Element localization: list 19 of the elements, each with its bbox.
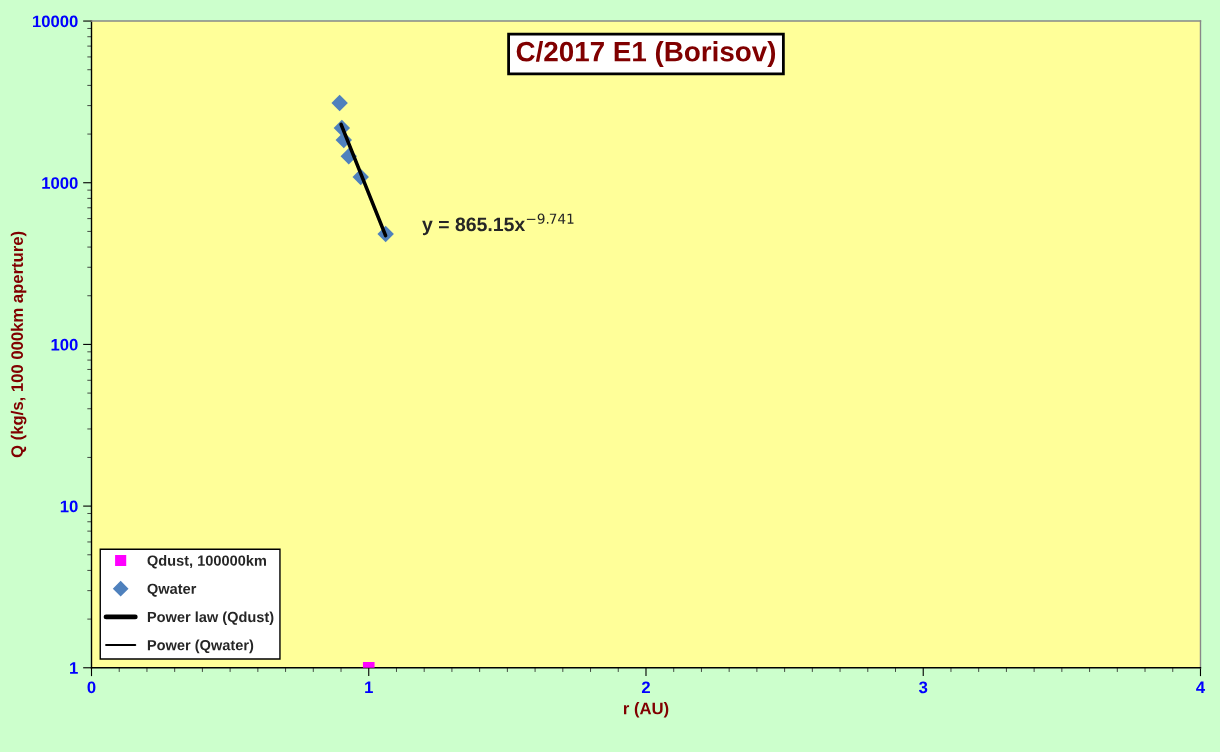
y-tick-label: 10000 bbox=[33, 15, 78, 28]
y-tick-label: 10 bbox=[60, 500, 78, 513]
legend-label: Power (Qwater) bbox=[147, 639, 254, 654]
legend-label: Qdust, 100000km bbox=[147, 555, 266, 569]
y-axis-title: Q (kg/s, 100 000km aperture) bbox=[10, 231, 27, 458]
y-tick-label: 1 bbox=[70, 662, 78, 674]
x-tick-label: 0 bbox=[87, 681, 96, 694]
point bbox=[331, 94, 348, 112]
y-tick-label: 1000 bbox=[42, 177, 78, 189]
x-tick-label: 1 bbox=[365, 681, 373, 694]
legend-label: Qwater bbox=[147, 583, 197, 597]
x-tick-label: 3 bbox=[918, 681, 928, 694]
x-axis-title: r (AU) bbox=[623, 702, 669, 718]
annotation: y = 865.15x$^{−9.741}$ bbox=[422, 213, 574, 236]
y-tick-label: 100 bbox=[51, 338, 78, 351]
legend-label: Power law (Qdust) bbox=[147, 611, 274, 626]
x-tick-label: 2 bbox=[641, 681, 650, 694]
text: C/2017 E1 (Borisov) bbox=[516, 41, 776, 67]
x-tick-label: 4 bbox=[1196, 681, 1206, 694]
